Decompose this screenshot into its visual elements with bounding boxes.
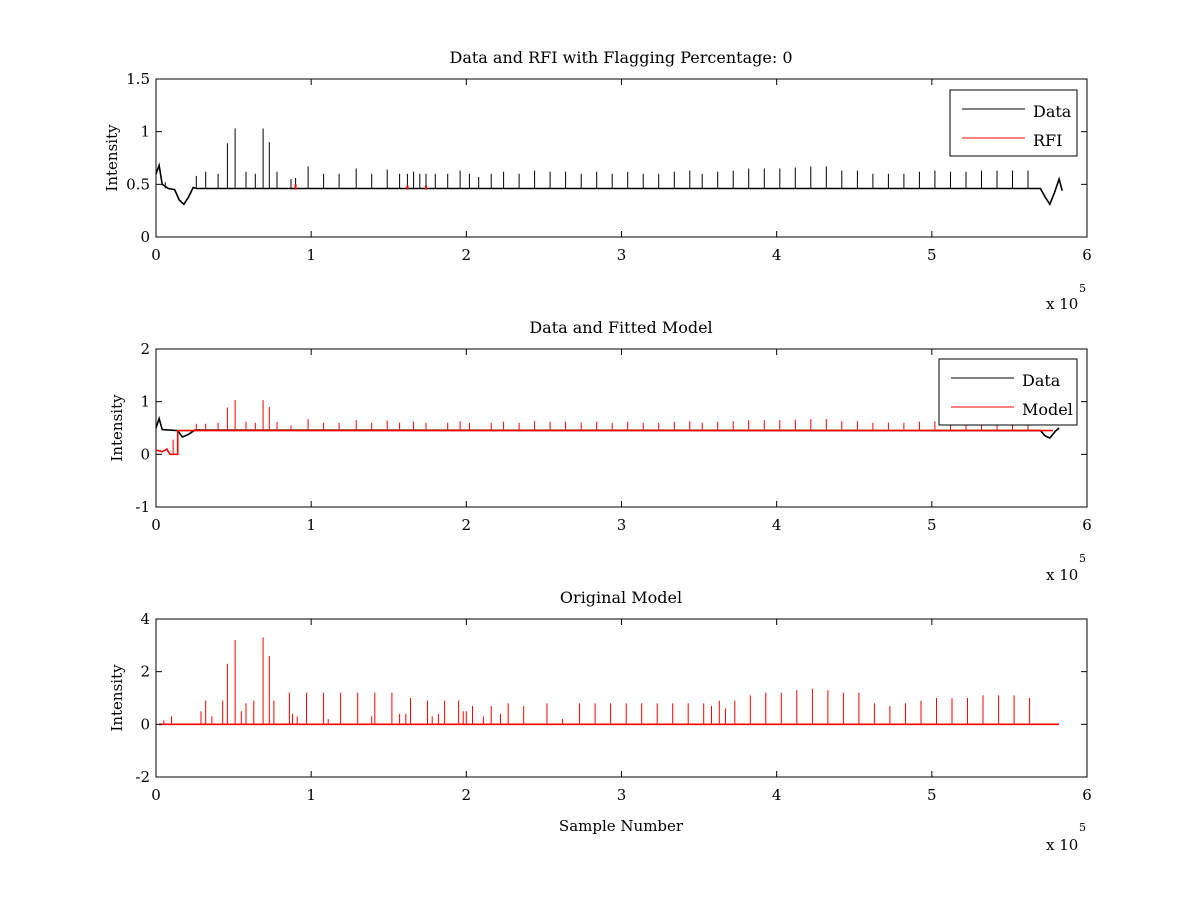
x-tick-label: 2 bbox=[462, 786, 472, 804]
subplot-3-ylabel: Intensity bbox=[108, 664, 126, 732]
data-line bbox=[155, 162, 1063, 207]
y-tick-label: 1 bbox=[140, 393, 150, 411]
subplot-original-model: Original Model Intensity Sample Number x… bbox=[108, 588, 1092, 854]
subplot-1-x-exponent-power: 5 bbox=[1079, 282, 1086, 295]
y-tick-label: 1 bbox=[140, 123, 150, 141]
x-tick-label: 4 bbox=[772, 246, 782, 264]
x-tick-label: 3 bbox=[617, 786, 627, 804]
x-tick-label: 1 bbox=[306, 516, 316, 534]
subplot-data-and-rfi: Data and RFI with Flagging Percentage: 0… bbox=[103, 48, 1092, 313]
x-tick-label: 5 bbox=[927, 786, 937, 804]
x-tick-label: 5 bbox=[927, 516, 937, 534]
x-tick-label: 0 bbox=[151, 246, 161, 264]
subplot-1-title: Data and RFI with Flagging Percentage: 0 bbox=[449, 48, 792, 67]
y-tick-label: 1.5 bbox=[126, 70, 150, 88]
x-tick-label: 6 bbox=[1082, 786, 1092, 804]
legend-label-data: Data bbox=[1033, 102, 1072, 121]
legend-box bbox=[949, 89, 1078, 157]
x-tick-label: 4 bbox=[772, 516, 782, 534]
legend-label-rfi: RFI bbox=[1033, 131, 1062, 150]
legend-label-model: Model bbox=[1022, 400, 1073, 419]
y-tick-label: 0 bbox=[140, 228, 150, 246]
plot-area-2 bbox=[155, 348, 1088, 508]
y-tick-label: 0 bbox=[140, 445, 150, 463]
y-tick-label: -1 bbox=[135, 498, 150, 516]
subplot-2-x-exponent-power: 5 bbox=[1079, 552, 1086, 565]
model-line bbox=[155, 429, 1053, 456]
subplot-1-ylabel: Intensity bbox=[103, 124, 121, 192]
data-line bbox=[155, 415, 1060, 439]
y-tick-label: 4 bbox=[140, 610, 150, 628]
x-tick-label: 0 bbox=[151, 516, 161, 534]
legend-label-data: Data bbox=[1022, 371, 1061, 390]
plot-area-3 bbox=[155, 618, 1088, 778]
x-tick-label: 5 bbox=[927, 246, 937, 264]
x-tick-label: 1 bbox=[306, 786, 316, 804]
y-tick-label: 0 bbox=[140, 715, 150, 733]
subplot-2-x-exponent: x 10 bbox=[1046, 566, 1078, 584]
x-tick-label: 6 bbox=[1082, 246, 1092, 264]
x-tick-label: 2 bbox=[462, 516, 472, 534]
x-tick-label: 4 bbox=[772, 786, 782, 804]
subplot-3-title: Original Model bbox=[560, 588, 682, 607]
y-tick-label: 2 bbox=[140, 340, 150, 358]
subplot-1-x-exponent: x 10 bbox=[1046, 295, 1078, 313]
series-group-3 bbox=[159, 637, 1060, 726]
legend-2: Data Model bbox=[938, 358, 1078, 426]
subplot-2-title: Data and Fitted Model bbox=[529, 318, 712, 337]
x-tick-label: 1 bbox=[306, 246, 316, 264]
x-tick-label: 3 bbox=[617, 246, 627, 264]
subplot-3-x-exponent-power: 5 bbox=[1079, 821, 1086, 834]
y-tick-label: 0.5 bbox=[126, 175, 150, 193]
x-tick-label: 2 bbox=[462, 246, 472, 264]
series-group-1 bbox=[155, 128, 1063, 207]
x-tick-label: 0 bbox=[151, 786, 161, 804]
legend-1: Data RFI bbox=[949, 89, 1078, 157]
y-tick-label: 2 bbox=[140, 663, 150, 681]
plot-area-1 bbox=[155, 78, 1088, 238]
x-tick-label: 6 bbox=[1082, 516, 1092, 534]
subplot-2-ylabel: Intensity bbox=[108, 394, 126, 462]
legend-box bbox=[938, 358, 1078, 426]
subplot-3-xlabel: Sample Number bbox=[559, 817, 684, 835]
y-tick-label: -2 bbox=[135, 768, 150, 786]
subplot-3-x-exponent: x 10 bbox=[1046, 836, 1078, 854]
x-tick-label: 3 bbox=[617, 516, 627, 534]
series-group-2 bbox=[155, 400, 1060, 456]
subplot-data-and-fitted-model: Data and Fitted Model Intensity x 10 5 0… bbox=[108, 318, 1092, 584]
